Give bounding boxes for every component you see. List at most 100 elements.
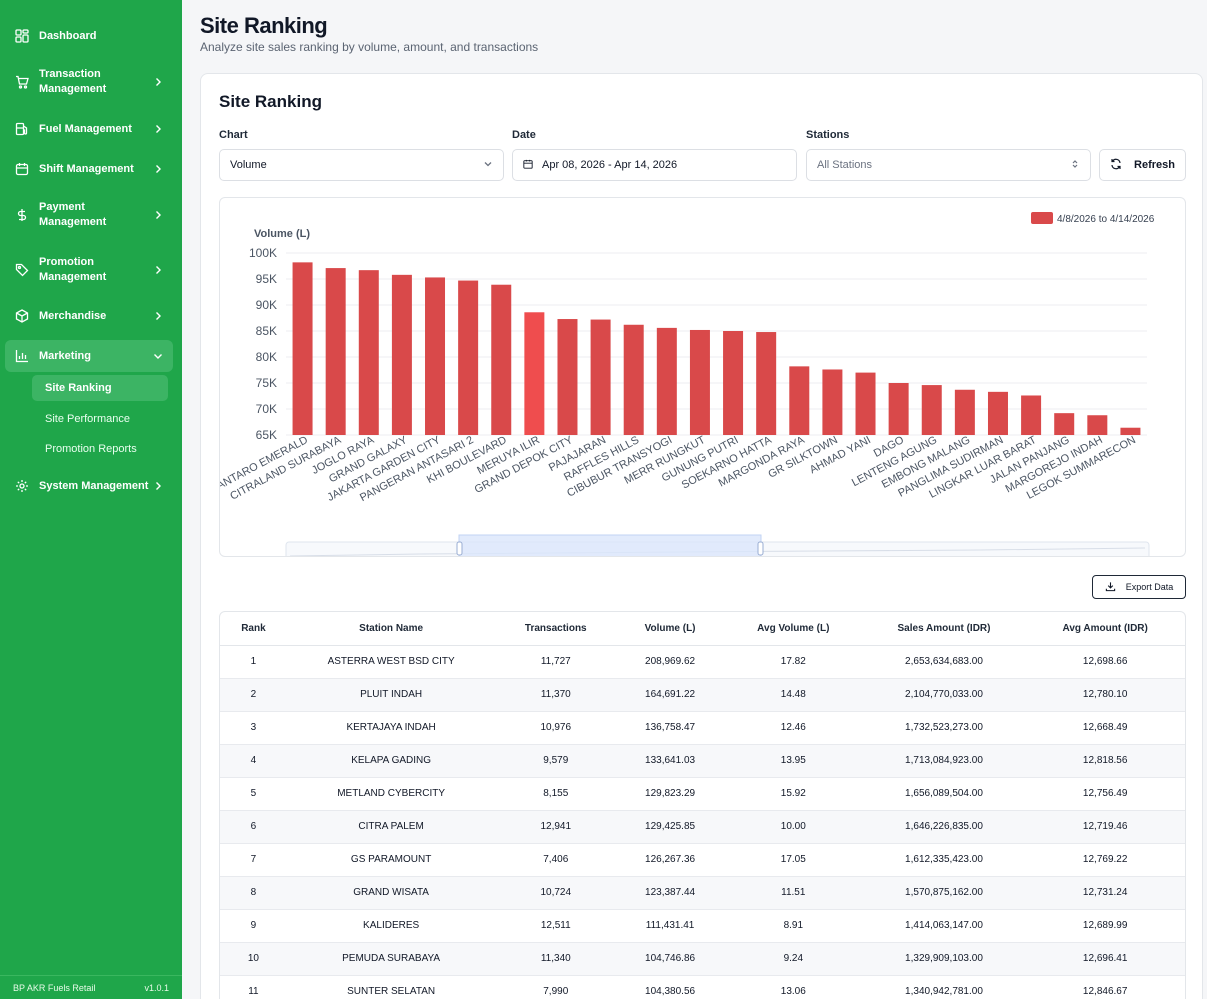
- legend-swatch[interactable]: [1031, 212, 1053, 224]
- table-cell: 126,267.36: [616, 843, 724, 877]
- table-header-row: Rank Station Name Transactions Volume (L) Av…: [220, 612, 1185, 646]
- table-cell: KELAPA GADING: [286, 744, 496, 778]
- table-row[interactable]: 7 GS PARAMOUNT 7,406 126,267.36 17.05 1,612,3…: [220, 843, 1185, 877]
- sidebar-item-payment-management[interactable]: Payment Management: [5, 199, 173, 231]
- chart-bar[interactable]: [623, 324, 644, 435]
- column-header[interactable]: Transactions: [495, 612, 617, 646]
- sidebar-item-promotion-management[interactable]: Promotion Management: [5, 254, 173, 286]
- sidebar-item-system-management[interactable]: System Management: [5, 476, 173, 496]
- sidebar-item-shift-management[interactable]: Shift Management: [5, 159, 173, 179]
- table-cell: GRAND WISATA: [286, 876, 496, 910]
- chart-bar[interactable]: [524, 312, 545, 435]
- chart-select[interactable]: Volume: [219, 149, 504, 181]
- sidebar-subitem-site-ranking[interactable]: Site Ranking: [32, 375, 168, 401]
- table-cell: 11: [220, 975, 287, 999]
- table-cell: 12,756.49: [1025, 777, 1185, 811]
- sidebar-item-fuel-management[interactable]: Fuel Management: [5, 119, 173, 139]
- chart-bar[interactable]: [822, 369, 843, 435]
- column-header[interactable]: Avg Volume (L): [723, 612, 863, 646]
- table-row[interactable]: 6 CITRA PALEM 12,941 129,425.85 10.00 1,646,2…: [220, 810, 1185, 844]
- sidebar-item-merchandise[interactable]: Merchandise: [5, 306, 173, 326]
- table-row[interactable]: 9 KALIDERES 12,511 111,431.41 8.91 1,414,063,…: [220, 909, 1185, 943]
- column-header[interactable]: Station Name: [286, 612, 496, 646]
- table-cell: KERTAJAYA INDAH: [286, 711, 496, 745]
- chart-bar[interactable]: [491, 284, 512, 435]
- table-cell: 1: [220, 645, 287, 679]
- chart-bar[interactable]: [689, 329, 710, 435]
- sidebar-item-label: Payment Management: [39, 201, 107, 228]
- chart-bar[interactable]: [756, 332, 777, 435]
- zoom-slider-handle-left[interactable]: [456, 541, 463, 556]
- chart-bar[interactable]: [391, 274, 412, 435]
- chart-bar[interactable]: [425, 277, 446, 435]
- chart-bar[interactable]: [557, 319, 578, 435]
- table-cell: 6: [220, 810, 287, 844]
- sidebar-item-transaction-management[interactable]: Transaction Management: [5, 66, 173, 98]
- refresh-button[interactable]: Refresh: [1099, 149, 1186, 181]
- chart-bar[interactable]: [1087, 415, 1108, 435]
- column-header[interactable]: Avg Amount (IDR): [1025, 612, 1185, 646]
- table-cell: 12.46: [723, 711, 863, 745]
- chart-bar[interactable]: [921, 385, 942, 435]
- table-cell: 12,511: [495, 909, 617, 943]
- table-cell: 111,431.41: [616, 909, 724, 943]
- chart-bar[interactable]: [1054, 413, 1075, 435]
- table-cell: 9,579: [495, 744, 617, 778]
- sidebar: Dashboard Transaction Management Fuel Ma…: [0, 0, 182, 999]
- sidebar-item-dashboard[interactable]: Dashboard: [5, 26, 173, 46]
- chart-bar[interactable]: [987, 391, 1008, 435]
- zoom-slider-handle-right[interactable]: [757, 541, 764, 556]
- sidebar-item-marketing[interactable]: Marketing: [5, 340, 173, 372]
- date-range-picker[interactable]: Apr 08, 2026 - Apr 14, 2026: [512, 149, 797, 181]
- chart-bar[interactable]: [888, 383, 909, 435]
- chart-bar[interactable]: [325, 268, 346, 435]
- table-cell: 4: [220, 744, 287, 778]
- table-row[interactable]: 1 ASTERRA WEST BSD CITY 11,727 208,969.62 17…: [220, 645, 1185, 679]
- table-row[interactable]: 11 SUNTER SELATAN 7,990 104,380.56 13.06 1,34…: [220, 975, 1185, 999]
- stations-select[interactable]: All Stations: [806, 149, 1091, 181]
- y-tick-label: 85K: [256, 324, 277, 338]
- date-range-value: Apr 08, 2026 - Apr 14, 2026: [542, 159, 678, 171]
- table-cell: 104,746.86: [616, 942, 724, 976]
- stations-select-value: All Stations: [817, 159, 873, 171]
- table-cell: 208,969.62: [616, 645, 724, 679]
- table-cell: 12,689.99: [1025, 909, 1185, 943]
- chart-bar[interactable]: [656, 327, 677, 435]
- export-data-button[interactable]: Export Data: [1092, 575, 1186, 599]
- chart-bar[interactable]: [1120, 427, 1141, 435]
- chart-bar[interactable]: [590, 319, 611, 435]
- chart-bar[interactable]: [458, 280, 479, 435]
- column-header[interactable]: Volume (L): [616, 612, 724, 646]
- sidebar-footer: BP AKR Fuels Retail v1.0.1: [0, 975, 182, 999]
- table-row[interactable]: 2 PLUIT INDAH 11,370 164,691.22 14.48 2,104,7…: [220, 678, 1185, 712]
- table-cell: 13.95: [723, 744, 863, 778]
- chart-bar[interactable]: [855, 372, 876, 435]
- chart-bar[interactable]: [1021, 395, 1042, 435]
- chart-bar[interactable]: [723, 331, 744, 435]
- sidebar-subitem-site-performance[interactable]: Site Performance: [45, 413, 130, 425]
- table-cell: 2,104,770,033.00: [862, 678, 1026, 712]
- chart-bar[interactable]: [292, 262, 313, 435]
- table-row[interactable]: 5 METLAND CYBERCITY 8,155 129,823.29 15.92 1,…: [220, 777, 1185, 811]
- grid-icon: [15, 29, 29, 43]
- table-row[interactable]: 4 KELAPA GADING 9,579 133,641.03 13.95 1,713,…: [220, 744, 1185, 778]
- table-row[interactable]: 8 GRAND WISATA 10,724 123,387.44 11.51 1,570,…: [220, 876, 1185, 910]
- fuel-icon: [15, 122, 29, 136]
- y-tick-label: 70K: [256, 402, 277, 416]
- table-row[interactable]: 10 PEMUDA SURABAYA 11,340 104,746.86 9.24 1,3…: [220, 942, 1185, 976]
- zoom-slider-window[interactable]: [458, 534, 762, 557]
- table-cell: PEMUDA SURABAYA: [286, 942, 496, 976]
- chevron-right-icon: [153, 481, 163, 491]
- legend-label[interactable]: 4/8/2026 to 4/14/2026: [1057, 214, 1155, 225]
- footer-brand: BP AKR Fuels Retail: [13, 982, 96, 993]
- table-row[interactable]: 3 KERTAJAYA INDAH 10,976 136,758.47 12.46 1,7…: [220, 711, 1185, 745]
- sidebar-subitem-promotion-reports[interactable]: Promotion Reports: [45, 443, 137, 455]
- table-cell: 1,340,942,781.00: [862, 975, 1026, 999]
- column-header[interactable]: Rank: [220, 612, 287, 646]
- chart-bar[interactable]: [954, 389, 975, 435]
- column-header[interactable]: Sales Amount (IDR): [862, 612, 1026, 646]
- table-cell: 8,155: [495, 777, 617, 811]
- chart-bar[interactable]: [358, 270, 379, 435]
- chart-bar[interactable]: [789, 366, 810, 435]
- card-title: Site Ranking: [219, 92, 322, 111]
